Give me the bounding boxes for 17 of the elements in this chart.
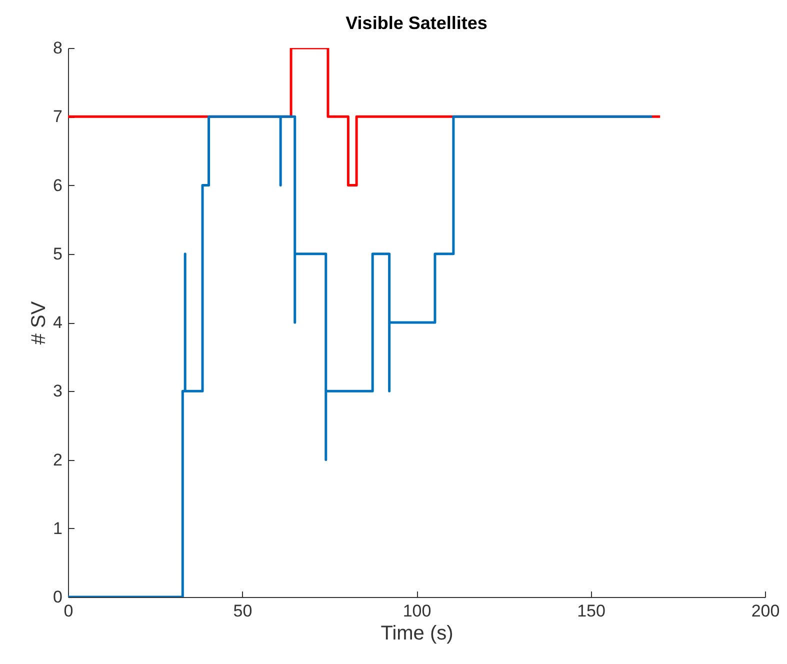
y-tick-label: 4 (53, 313, 62, 332)
y-tick-label: 2 (53, 450, 62, 470)
y-tick-label: 1 (53, 518, 62, 538)
y-tick-label: 5 (53, 244, 62, 264)
x-tick-label: 50 (233, 602, 252, 620)
y-tick-label: 8 (53, 38, 62, 58)
line-series (68, 115, 654, 597)
y-tick-label: 0 (53, 588, 62, 606)
y-tick-label: 7 (53, 107, 62, 126)
x-tick-label: 150 (577, 602, 606, 620)
y-tick-label: 6 (53, 176, 62, 195)
x-axis-title: Time (s) (380, 622, 454, 644)
y-tick-label: 3 (53, 382, 62, 401)
x-tick-label: 100 (402, 602, 432, 620)
x-tick-label: 200 (751, 602, 780, 620)
y-axis-title: # SV (28, 300, 50, 345)
chart-title: Visible Satellites (346, 13, 488, 33)
